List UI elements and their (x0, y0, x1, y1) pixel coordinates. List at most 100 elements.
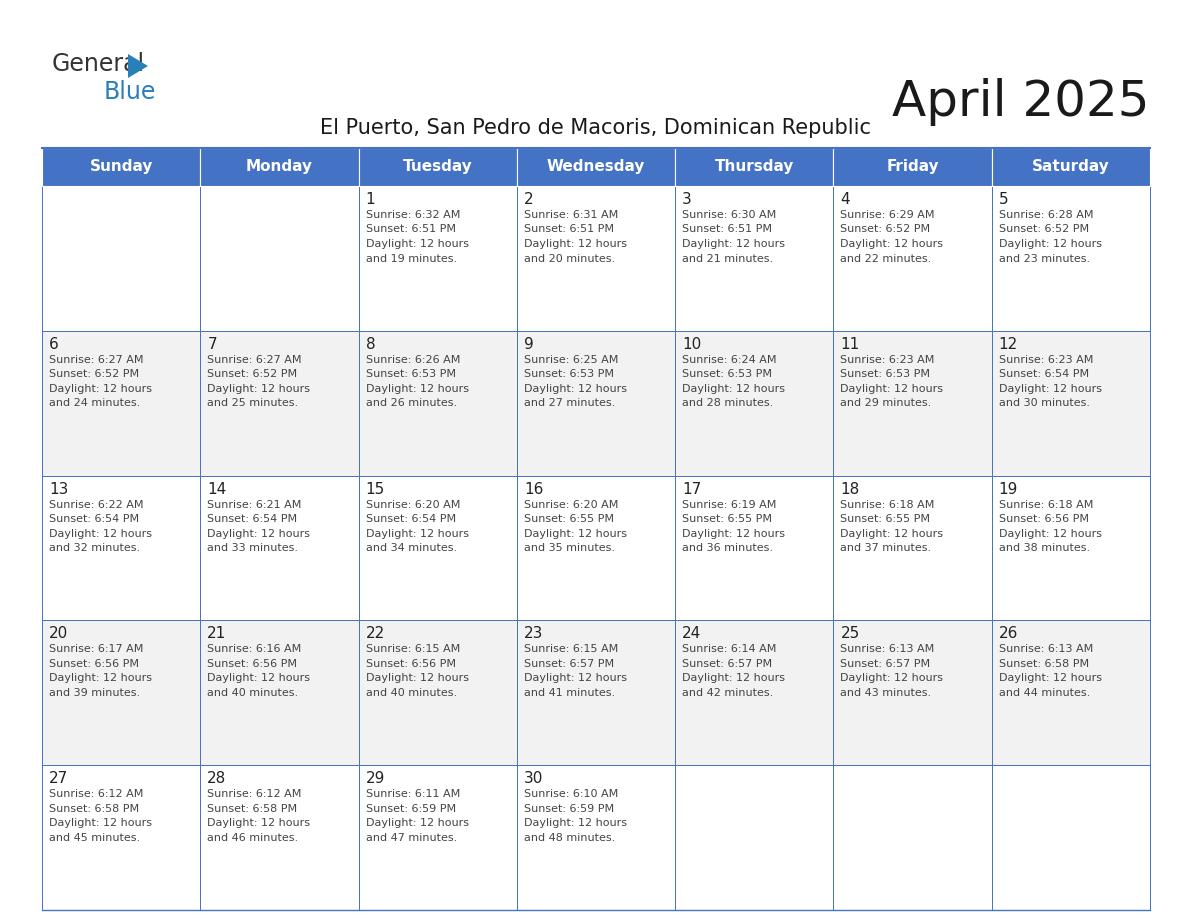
Text: Sunrise: 6:31 AM: Sunrise: 6:31 AM (524, 210, 618, 220)
Text: Sunset: 6:53 PM: Sunset: 6:53 PM (366, 369, 455, 379)
Text: Sunrise: 6:20 AM: Sunrise: 6:20 AM (524, 499, 618, 509)
Text: 11: 11 (840, 337, 860, 352)
Text: Daylight: 12 hours: Daylight: 12 hours (840, 674, 943, 683)
Bar (992, 766, 1150, 910)
Text: Daylight: 12 hours: Daylight: 12 hours (524, 384, 627, 394)
Text: Sunset: 6:55 PM: Sunset: 6:55 PM (840, 514, 930, 524)
Bar (201, 148, 359, 186)
Text: Daylight: 12 hours: Daylight: 12 hours (999, 384, 1101, 394)
Bar (675, 330, 834, 476)
Text: Sunrise: 6:29 AM: Sunrise: 6:29 AM (840, 210, 935, 220)
Text: Blue: Blue (105, 80, 157, 104)
Bar (675, 186, 834, 330)
Text: Daylight: 12 hours: Daylight: 12 hours (999, 239, 1101, 249)
Text: Sunset: 6:55 PM: Sunset: 6:55 PM (682, 514, 772, 524)
Text: Friday: Friday (886, 160, 939, 174)
Text: Sunrise: 6:30 AM: Sunrise: 6:30 AM (682, 210, 777, 220)
Text: Tuesday: Tuesday (403, 160, 473, 174)
Text: Sunset: 6:51 PM: Sunset: 6:51 PM (682, 225, 772, 234)
Bar (675, 476, 834, 621)
Text: Daylight: 12 hours: Daylight: 12 hours (999, 674, 1101, 683)
Text: Sunset: 6:58 PM: Sunset: 6:58 PM (207, 803, 297, 813)
Text: and 45 minutes.: and 45 minutes. (49, 833, 140, 843)
Bar (992, 330, 1150, 476)
Text: 27: 27 (49, 771, 68, 786)
Text: Sunrise: 6:21 AM: Sunrise: 6:21 AM (207, 499, 302, 509)
Text: Daylight: 12 hours: Daylight: 12 hours (682, 529, 785, 539)
Text: 19: 19 (999, 482, 1018, 497)
Text: and 34 minutes.: and 34 minutes. (366, 543, 456, 554)
Text: 18: 18 (840, 482, 860, 497)
Text: Sunrise: 6:27 AM: Sunrise: 6:27 AM (207, 354, 302, 364)
Text: Sunset: 6:56 PM: Sunset: 6:56 PM (49, 659, 139, 669)
Text: 17: 17 (682, 482, 701, 497)
Text: and 35 minutes.: and 35 minutes. (524, 543, 615, 554)
Text: Sunset: 6:52 PM: Sunset: 6:52 PM (207, 369, 297, 379)
Text: Sunset: 6:58 PM: Sunset: 6:58 PM (999, 659, 1089, 669)
Text: Sunrise: 6:27 AM: Sunrise: 6:27 AM (49, 354, 144, 364)
Bar (42, 476, 201, 621)
Text: and 19 minutes.: and 19 minutes. (366, 253, 456, 263)
Text: Wednesday: Wednesday (546, 160, 645, 174)
Text: and 22 minutes.: and 22 minutes. (840, 253, 931, 263)
Text: and 44 minutes.: and 44 minutes. (999, 688, 1089, 698)
Text: 21: 21 (207, 626, 227, 642)
Text: Sunset: 6:56 PM: Sunset: 6:56 PM (366, 659, 455, 669)
Text: 29: 29 (366, 771, 385, 786)
Bar (201, 766, 359, 910)
Text: Sunset: 6:59 PM: Sunset: 6:59 PM (524, 803, 614, 813)
Bar (42, 186, 201, 330)
Text: Sunrise: 6:24 AM: Sunrise: 6:24 AM (682, 354, 777, 364)
Text: Sunrise: 6:23 AM: Sunrise: 6:23 AM (999, 354, 1093, 364)
Text: Daylight: 12 hours: Daylight: 12 hours (524, 818, 627, 828)
Text: Sunrise: 6:14 AM: Sunrise: 6:14 AM (682, 644, 777, 655)
Text: Sunset: 6:52 PM: Sunset: 6:52 PM (840, 225, 930, 234)
Bar (992, 186, 1150, 330)
Bar (517, 186, 675, 330)
Text: and 37 minutes.: and 37 minutes. (840, 543, 931, 554)
Text: Sunset: 6:54 PM: Sunset: 6:54 PM (49, 514, 139, 524)
Text: and 48 minutes.: and 48 minutes. (524, 833, 615, 843)
Text: Sunrise: 6:26 AM: Sunrise: 6:26 AM (366, 354, 460, 364)
Text: 16: 16 (524, 482, 543, 497)
Text: Daylight: 12 hours: Daylight: 12 hours (366, 818, 468, 828)
Text: and 39 minutes.: and 39 minutes. (49, 688, 140, 698)
Text: Daylight: 12 hours: Daylight: 12 hours (682, 239, 785, 249)
Bar (834, 766, 992, 910)
Text: and 25 minutes.: and 25 minutes. (207, 398, 298, 409)
Text: Sunrise: 6:28 AM: Sunrise: 6:28 AM (999, 210, 1093, 220)
Text: Daylight: 12 hours: Daylight: 12 hours (207, 384, 310, 394)
Text: 6: 6 (49, 337, 58, 352)
Text: and 24 minutes.: and 24 minutes. (49, 398, 140, 409)
Bar (992, 148, 1150, 186)
Text: Sunset: 6:56 PM: Sunset: 6:56 PM (207, 659, 297, 669)
Text: 12: 12 (999, 337, 1018, 352)
Bar (359, 766, 517, 910)
Text: Sunset: 6:52 PM: Sunset: 6:52 PM (49, 369, 139, 379)
Text: and 46 minutes.: and 46 minutes. (207, 833, 298, 843)
Text: and 36 minutes.: and 36 minutes. (682, 543, 773, 554)
Text: 4: 4 (840, 192, 851, 207)
Text: Sunrise: 6:17 AM: Sunrise: 6:17 AM (49, 644, 144, 655)
Bar (42, 621, 201, 766)
Text: 20: 20 (49, 626, 68, 642)
Text: April 2025: April 2025 (892, 78, 1150, 126)
Text: Sunset: 6:57 PM: Sunset: 6:57 PM (682, 659, 772, 669)
Text: Sunrise: 6:18 AM: Sunrise: 6:18 AM (840, 499, 935, 509)
Text: Sunset: 6:55 PM: Sunset: 6:55 PM (524, 514, 614, 524)
Text: 1: 1 (366, 192, 375, 207)
Text: Sunset: 6:51 PM: Sunset: 6:51 PM (366, 225, 455, 234)
Text: and 29 minutes.: and 29 minutes. (840, 398, 931, 409)
Text: Daylight: 12 hours: Daylight: 12 hours (207, 529, 310, 539)
Bar (675, 148, 834, 186)
Text: Daylight: 12 hours: Daylight: 12 hours (366, 239, 468, 249)
Text: 28: 28 (207, 771, 227, 786)
Bar (517, 766, 675, 910)
Bar (359, 621, 517, 766)
Text: 24: 24 (682, 626, 701, 642)
Text: Daylight: 12 hours: Daylight: 12 hours (999, 529, 1101, 539)
Bar (359, 330, 517, 476)
Text: and 43 minutes.: and 43 minutes. (840, 688, 931, 698)
Text: and 47 minutes.: and 47 minutes. (366, 833, 457, 843)
Bar (201, 476, 359, 621)
